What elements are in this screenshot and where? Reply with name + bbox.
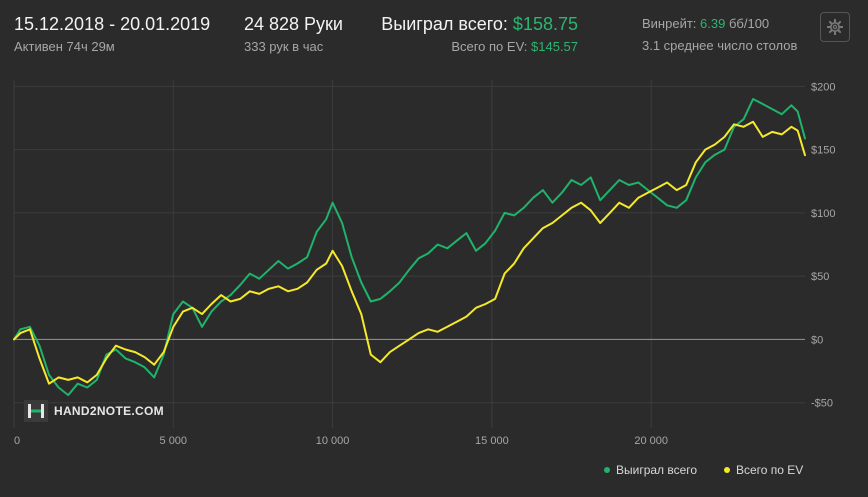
horizontal-gridlines bbox=[14, 85, 805, 404]
ev-total-label: Всего по EV: bbox=[451, 39, 528, 54]
winrate-unit: бб/100 bbox=[728, 16, 770, 31]
legend-label-ev: Всего по EV bbox=[736, 463, 804, 477]
y-axis-ticks: $200 $150 $100 $50 $0 -$50 bbox=[811, 81, 835, 409]
ev-total-value: $145.57 bbox=[531, 39, 578, 54]
y-tick-label: $100 bbox=[811, 208, 835, 220]
settings-button[interactable] bbox=[820, 12, 850, 42]
legend-marker-won bbox=[604, 467, 610, 473]
legend-item-ev[interactable]: Всего по EV bbox=[724, 463, 803, 477]
winrate-value: 6.39 bbox=[700, 16, 726, 31]
winrate: Винрейт: 6.39 бб/100 bbox=[642, 16, 769, 31]
x-tick-label: 10 000 bbox=[316, 435, 350, 447]
winnings-chart: 0 5 000 10 000 15 000 20 000 $200 $150 $100 $50… bbox=[13, 80, 835, 447]
y-tick-label: $0 bbox=[811, 334, 823, 346]
vertical-gridlines bbox=[13, 80, 652, 428]
y-tick-label: -$50 bbox=[811, 398, 833, 410]
legend-marker-ev bbox=[724, 467, 730, 473]
series-line-ev bbox=[13, 120, 806, 385]
x-tick-label: 20 000 bbox=[634, 435, 668, 447]
legend-item-won[interactable]: Выиграл всего bbox=[604, 463, 697, 477]
h2n-logo-icon bbox=[24, 400, 48, 422]
y-tick-label: $50 bbox=[811, 271, 829, 283]
won-total-label: Выиграл всего: bbox=[381, 14, 508, 34]
hands-count: 24 828 Руки bbox=[244, 14, 343, 34]
chart-series bbox=[13, 98, 806, 397]
hand2note-logo: HAND2NOTE.COM bbox=[24, 400, 164, 422]
hands-per-hour: 333 рук в час bbox=[244, 39, 324, 54]
gear-icon bbox=[827, 19, 843, 35]
series-line-won bbox=[13, 98, 806, 397]
ev-total: Всего по EV: $145.57 bbox=[451, 39, 578, 54]
y-tick-label: $200 bbox=[811, 81, 835, 93]
x-tick-label: 15 000 bbox=[475, 435, 509, 447]
x-tick-label: 5 000 bbox=[160, 435, 188, 447]
won-total: Выиграл всего: $158.75 bbox=[381, 14, 578, 35]
y-tick-label: $150 bbox=[811, 145, 835, 157]
avg-tables: 3.1 среднее число столов bbox=[642, 38, 798, 53]
header: 15.12.2018 - 20.01.2019 Активен 74ч 29м … bbox=[0, 0, 868, 62]
x-tick-label: 0 bbox=[14, 435, 20, 447]
logo-text: HAND2NOTE.COM bbox=[54, 404, 164, 418]
active-time: Активен 74ч 29м bbox=[14, 39, 115, 54]
x-axis-ticks: 0 5 000 10 000 15 000 20 000 bbox=[14, 435, 668, 447]
winrate-label: Винрейт: bbox=[642, 16, 697, 31]
legend-label-won: Выиграл всего bbox=[616, 463, 698, 477]
won-total-value: $158.75 bbox=[512, 14, 578, 34]
date-range: 15.12.2018 - 20.01.2019 bbox=[14, 14, 211, 34]
